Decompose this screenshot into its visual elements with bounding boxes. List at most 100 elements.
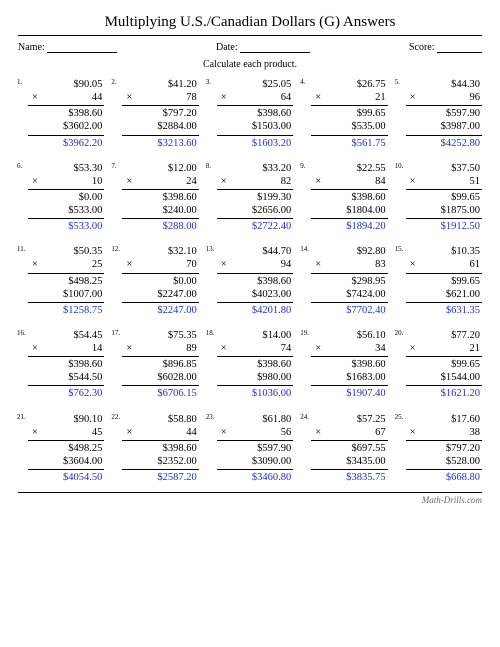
partial-1: $896.85 <box>112 358 198 371</box>
partial-2: $4023.00 <box>207 288 293 301</box>
rule-2 <box>406 385 482 386</box>
rule-2 <box>311 135 387 136</box>
problem-number: 20. <box>395 329 404 338</box>
partial-1: $99.65 <box>396 191 482 204</box>
problem-number: 21. <box>17 413 26 422</box>
rule-1 <box>311 189 387 190</box>
name-label: Name: <box>18 42 45 53</box>
meta-row: Name: Date: Score: <box>18 42 482 53</box>
rule-1 <box>28 273 104 274</box>
rule-1 <box>28 440 104 441</box>
partial-2: $6028.00 <box>112 371 198 384</box>
partial-1: $398.60 <box>301 191 387 204</box>
problem: 17.$75.35×89$896.85$6028.00$6706.15 <box>112 329 198 401</box>
multiplicand: $90.10 <box>18 413 104 426</box>
multiplier-row: ×56 <box>207 426 293 439</box>
multiplier-row: ×21 <box>396 342 482 355</box>
answer: $3962.20 <box>18 137 104 150</box>
problem: 21.$90.10×45$498.25$3604.00$4054.50 <box>18 413 104 485</box>
multiplicand: $53.30 <box>18 162 104 175</box>
rule-2 <box>311 218 387 219</box>
multiplicand: $50.35 <box>18 245 104 258</box>
answer: $4252.80 <box>396 137 482 150</box>
partial-1: $99.65 <box>396 358 482 371</box>
partial-2: $3602.00 <box>18 120 104 133</box>
multiplicand: $33.20 <box>207 162 293 175</box>
answer: $1907.40 <box>301 387 387 400</box>
times-sign: × <box>315 175 321 188</box>
multiplicand: $44.30 <box>396 78 482 91</box>
times-sign: × <box>126 175 132 188</box>
problem-number: 23. <box>206 413 215 422</box>
answer: $762.30 <box>18 387 104 400</box>
problem: 16.$54.45×14$398.60$544.50$762.30 <box>18 329 104 401</box>
partial-2: $544.50 <box>18 371 104 384</box>
answer: $1894.20 <box>301 220 387 233</box>
rule-1 <box>406 273 482 274</box>
times-sign: × <box>410 175 416 188</box>
partial-2: $621.00 <box>396 288 482 301</box>
problem-number: 24. <box>300 413 309 422</box>
multiplicand: $77.20 <box>396 329 482 342</box>
footer-credit: Math-Drills.com <box>18 495 482 505</box>
partial-2: $535.00 <box>301 120 387 133</box>
problem-number: 25. <box>395 413 404 422</box>
answer: $561.75 <box>301 137 387 150</box>
rule-1 <box>217 105 293 106</box>
partial-2: $3090.00 <box>207 455 293 468</box>
answer: $4054.50 <box>18 471 104 484</box>
partial-2: $3987.00 <box>396 120 482 133</box>
partial-2: $980.00 <box>207 371 293 384</box>
name-blank[interactable] <box>47 42 117 53</box>
date-field: Date: <box>216 42 310 53</box>
multiplier-row: ×38 <box>396 426 482 439</box>
problem-number: 16. <box>17 329 26 338</box>
partial-2: $1804.00 <box>301 204 387 217</box>
rule-1 <box>28 356 104 357</box>
partial-2: $1007.00 <box>18 288 104 301</box>
multiplier-row: ×34 <box>301 342 387 355</box>
problem-number: 2. <box>111 78 116 87</box>
rule-2 <box>406 469 482 470</box>
answer: $7702.40 <box>301 304 387 317</box>
rule-2 <box>217 469 293 470</box>
partial-1: $99.65 <box>396 275 482 288</box>
problem-number: 22. <box>111 413 120 422</box>
rule-1 <box>406 189 482 190</box>
rule-1 <box>28 105 104 106</box>
partial-2: $1875.00 <box>396 204 482 217</box>
answer: $2587.20 <box>112 471 198 484</box>
rule-2 <box>406 218 482 219</box>
problem-number: 8. <box>206 162 211 171</box>
partial-2: $240.00 <box>112 204 198 217</box>
rule-2 <box>28 302 104 303</box>
partial-2: $1503.00 <box>207 120 293 133</box>
times-sign: × <box>221 258 227 271</box>
rule-2 <box>122 469 198 470</box>
partial-1: $398.60 <box>18 107 104 120</box>
times-sign: × <box>410 426 416 439</box>
answer: $668.80 <box>396 471 482 484</box>
problem: 20.$77.20×21$99.65$1544.00$1621.20 <box>396 329 482 401</box>
problem: 1.$90.05×44$398.60$3602.00$3962.20 <box>18 78 104 150</box>
rule-1 <box>311 356 387 357</box>
partial-2: $2884.00 <box>112 120 198 133</box>
top-rule <box>18 35 482 36</box>
rule-1 <box>311 440 387 441</box>
multiplier-row: ×94 <box>207 258 293 271</box>
times-sign: × <box>410 342 416 355</box>
problem-grid: 1.$90.05×44$398.60$3602.00$3962.202.$41.… <box>18 78 482 484</box>
multiplicand: $92.80 <box>301 245 387 258</box>
partial-2: $528.00 <box>396 455 482 468</box>
times-sign: × <box>221 426 227 439</box>
date-blank[interactable] <box>240 42 310 53</box>
answer: $2722.40 <box>207 220 293 233</box>
problem-number: 9. <box>300 162 305 171</box>
score-blank[interactable] <box>437 42 482 53</box>
multiplicand: $90.05 <box>18 78 104 91</box>
partial-2: $3435.00 <box>301 455 387 468</box>
problem: 5.$44.30×96$597.90$3987.00$4252.80 <box>396 78 482 150</box>
partial-2: $1544.00 <box>396 371 482 384</box>
multiplier-row: ×61 <box>396 258 482 271</box>
multiplier-row: ×25 <box>18 258 104 271</box>
